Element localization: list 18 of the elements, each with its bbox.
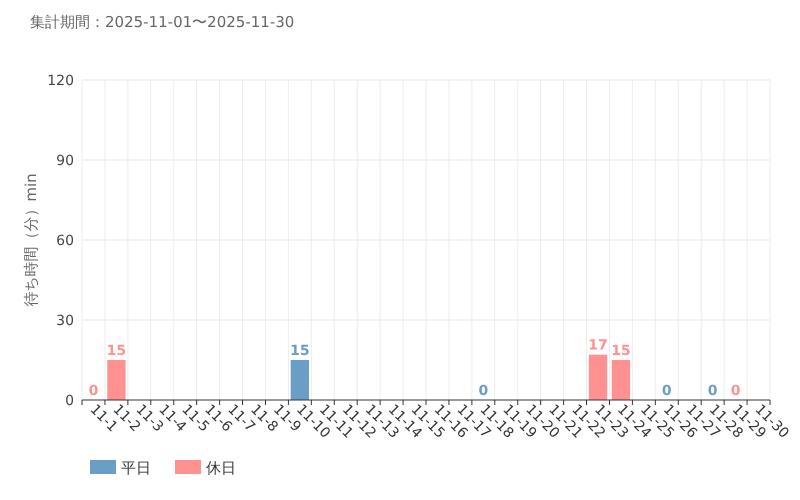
y-tick-label: 120 (47, 73, 74, 89)
data-label: 15 (106, 343, 126, 359)
data-label: 0 (730, 383, 741, 399)
data-label: 15 (611, 343, 631, 359)
legend-label: 平日 (121, 459, 151, 477)
data-label: 0 (708, 383, 718, 399)
chart-title: 集計期間：2025-11-01〜2025-11-30 (30, 13, 294, 31)
legend-label: 休日 (206, 459, 236, 477)
y-tick-label: 60 (56, 233, 74, 249)
data-label: 17 (588, 338, 608, 354)
y-tick-label: 0 (65, 393, 74, 409)
data-label: 0 (478, 383, 488, 399)
data-label: 0 (662, 383, 672, 399)
data-label: 15 (290, 343, 310, 359)
y-axis-title: 待ち時間（分）min (22, 173, 40, 307)
y-tick-label: 30 (56, 313, 74, 329)
y-tick-label: 90 (56, 153, 74, 169)
data-label: 0 (88, 383, 99, 399)
